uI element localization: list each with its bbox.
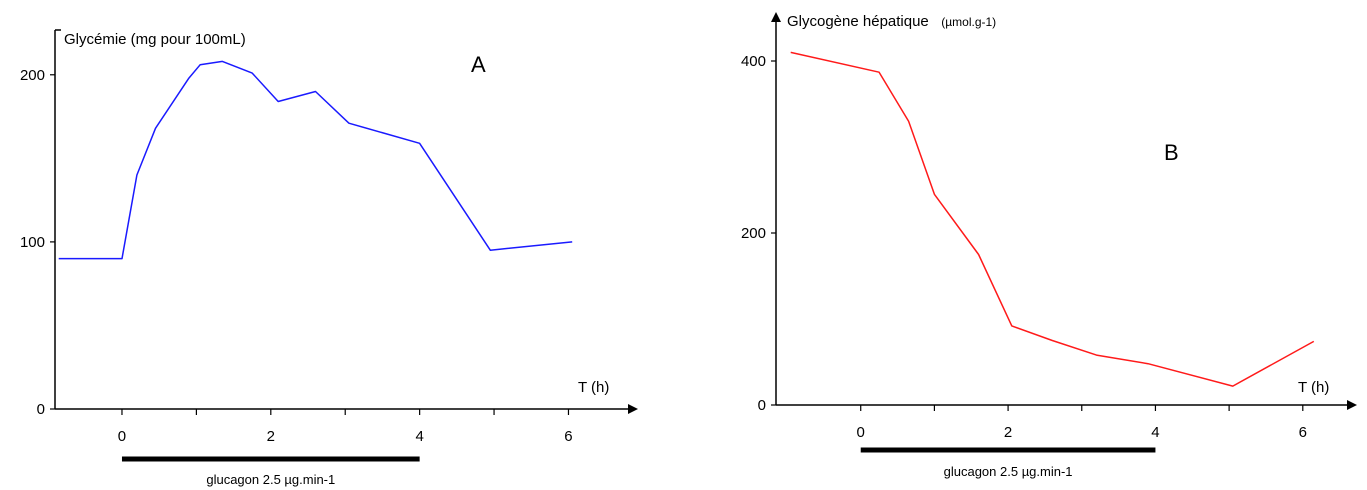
- x-tick-label: 4: [1151, 424, 1159, 441]
- y-tick-label: 400: [741, 53, 766, 70]
- panel-label: A: [471, 52, 486, 77]
- y-tick-label: 0: [758, 397, 766, 414]
- series-group: [58, 60, 573, 260]
- glucagon-bar-group: glucagon 2.5 µg.min-1: [860, 447, 1156, 479]
- x-tick-label: 6: [1299, 424, 1307, 441]
- chart-panel-b: Glycogène hépatique (µmol.g-1) T (h) B 0…: [741, 12, 1357, 479]
- x-axis-arrow-icon: [1347, 400, 1357, 410]
- y-axis-label-main: Glycogène hépatique: [787, 13, 929, 30]
- x-axis-label: T (h): [1298, 379, 1329, 396]
- x-tick-label: 4: [415, 428, 423, 445]
- y-tick-label: 200: [741, 225, 766, 242]
- y-tick-label: 200: [20, 67, 45, 84]
- glucagon-bar-group: glucagon 2.5 µg.min-1: [121, 456, 420, 487]
- x-axis-arrow-icon: [628, 404, 638, 414]
- y-tick-label: 0: [37, 401, 45, 418]
- y-axis-label: Glycémie (mg pour 100mL): [64, 31, 246, 48]
- x-ticks: 0 2 4 6: [857, 405, 1307, 441]
- x-tick-label: 2: [1004, 424, 1012, 441]
- series-line: [790, 51, 1315, 387]
- chart-panel-a: Glycémie (mg pour 100mL) T (h) A 0 2 4 6 0 1…: [20, 29, 638, 487]
- y-axis-arrow-icon: [771, 12, 781, 22]
- y-ticks: 0 100 200: [20, 67, 55, 418]
- y-tick-label: 100: [20, 234, 45, 251]
- x-axis-label: T (h): [578, 379, 609, 396]
- x-tick-label: 6: [564, 428, 572, 445]
- panel-label: B: [1164, 140, 1179, 165]
- series-line: [58, 60, 573, 260]
- x-tick-label: 2: [267, 428, 275, 445]
- y-ticks: 0 200 400: [741, 53, 776, 414]
- y-axis-label-unit: (µmol.g-1): [941, 15, 996, 29]
- x-ticks: 0 2 4 6: [118, 409, 573, 445]
- y-axis-label: Glycogène hépatique (µmol.g-1): [787, 13, 996, 30]
- glucagon-label: glucagon 2.5 µg.min-1: [206, 472, 335, 487]
- x-tick-label: 0: [857, 424, 865, 441]
- series-group: [790, 51, 1315, 387]
- glucagon-label: glucagon 2.5 µg.min-1: [944, 464, 1073, 479]
- x-tick-label: 0: [118, 428, 126, 445]
